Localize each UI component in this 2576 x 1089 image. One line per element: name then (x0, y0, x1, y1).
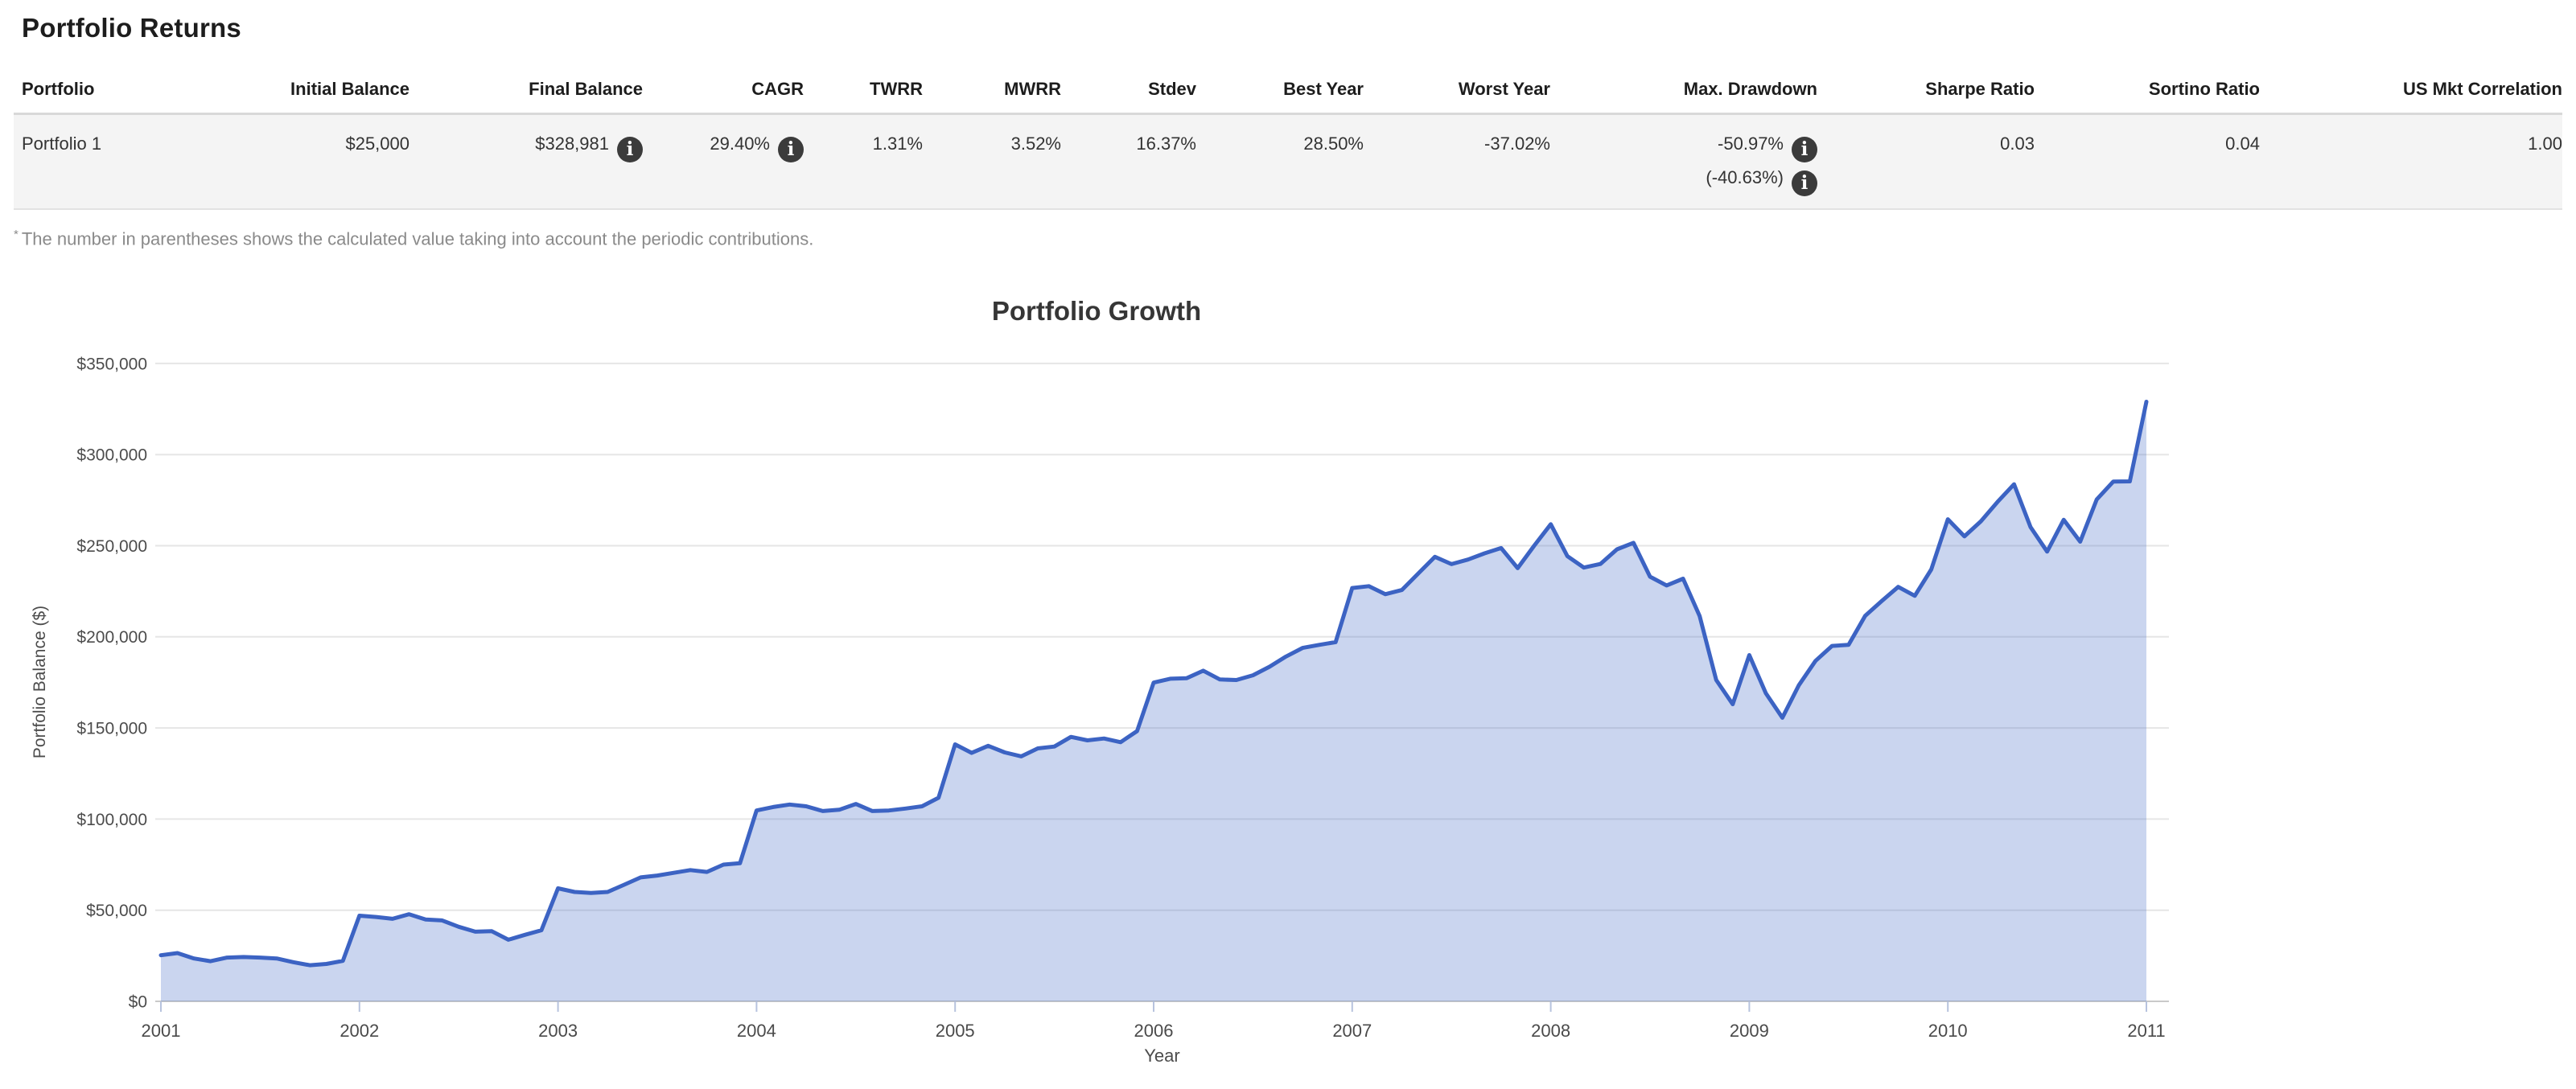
cell-cagr: 29.40% i (643, 113, 804, 210)
x-tick-label: 2004 (737, 1021, 776, 1041)
cell-initial-balance: $25,000 (249, 113, 409, 210)
table-footnote: * The number in parentheses shows the cal… (14, 228, 2576, 249)
y-tick-label: $250,000 (76, 537, 147, 556)
col-header-best-year: Best Year (1196, 68, 1364, 115)
y-tick-label: $150,000 (76, 719, 147, 738)
y-tick-label: $350,000 (76, 355, 147, 373)
col-header-mwrr: MWRR (923, 68, 1061, 115)
col-header-worst-year: Worst Year (1364, 68, 1550, 115)
x-tick-label: 2009 (1730, 1021, 1769, 1041)
x-tick-label: 2005 (936, 1021, 975, 1041)
x-tick-label: 2010 (1928, 1021, 1968, 1041)
y-tick-label: $300,000 (76, 446, 147, 465)
y-tick-label: $0 (129, 992, 147, 1011)
portfolio-returns-table: Portfolio Initial Balance Final Balance CAG… (14, 68, 2562, 210)
cagr-value: 29.40% (710, 134, 770, 154)
col-header-final-balance: Final Balance (409, 68, 643, 115)
x-tick-label: 2001 (142, 1021, 181, 1041)
y-axis-title-text: Portfolio Balance ($) (31, 605, 50, 759)
table-header-row: Portfolio Initial Balance Final Balance CAG… (14, 68, 2562, 115)
col-header-initial-balance: Initial Balance (249, 68, 409, 115)
y-tick-label: $50,000 (86, 902, 147, 920)
page-title: Portfolio Returns (22, 13, 241, 43)
col-header-us-mkt-correlation: US Mkt Correlation (2260, 68, 2562, 115)
table-row-portfolio-1: Portfolio 1 $25,000 $328,981 i 29.40% i 1.… (14, 113, 2562, 210)
info-icon[interactable]: i (1792, 171, 1817, 196)
x-tick-label: 2006 (1134, 1021, 1174, 1041)
col-header-stdev: Stdev (1061, 68, 1196, 115)
x-tick-label: 2008 (1531, 1021, 1570, 1041)
portfolio-growth-chart: $0 $50,000 $100,000 $150,000 $200,000 $250,00… (0, 254, 2576, 1089)
col-header-portfolio: Portfolio (14, 68, 249, 115)
cell-mwrr: 3.52% (923, 113, 1061, 210)
y-tick-label: $200,000 (76, 628, 147, 647)
cell-sharpe-ratio: 0.03 (1817, 113, 2035, 210)
chart-title: Portfolio Growth (991, 296, 1202, 326)
footnote-text: The number in parentheses shows the calc… (21, 228, 814, 249)
footnote-marker: * (14, 228, 19, 241)
cell-stdev: 16.37% (1061, 113, 1196, 210)
growth-chart-canvas: $0 $50,000 $100,000 $150,000 $200,000 $250,00… (76, 355, 2169, 1041)
max-drawdown-contrib-line: (-40.63%) i (1550, 162, 1817, 196)
max-drawdown-line: -50.97% i (1550, 129, 1817, 162)
cell-portfolio-name: Portfolio 1 (14, 113, 249, 210)
cell-twrr: 1.31% (804, 113, 923, 210)
portfolio-growth-line (158, 400, 2149, 968)
x-axis-title: Year (1144, 1046, 1180, 1066)
cell-final-balance: $328,981 i (409, 113, 643, 210)
cell-worst-year: -37.02% (1364, 113, 1550, 210)
info-icon[interactable]: i (617, 137, 643, 162)
cell-sortino-ratio: 0.04 (2035, 113, 2260, 210)
info-icon[interactable]: i (778, 137, 804, 162)
col-header-cagr: CAGR (643, 68, 804, 115)
col-header-sharpe-ratio: Sharpe Ratio (1817, 68, 2035, 115)
final-balance-value: $328,981 (535, 134, 609, 154)
cell-us-mkt-correlation: 1.00 (2260, 113, 2562, 210)
max-drawdown-value: -50.97% (1718, 134, 1784, 154)
cell-best-year: 28.50% (1196, 113, 1364, 210)
portfolio-growth-area (161, 401, 2146, 1001)
y-axis-title: Portfolio Balance ($) (16, 363, 64, 1001)
x-tick-label: 2002 (339, 1021, 379, 1041)
col-header-max-drawdown: Max. Drawdown (1550, 68, 1817, 115)
x-tick-label: 2003 (538, 1021, 578, 1041)
cell-max-drawdown: -50.97% i (-40.63%) i (1550, 113, 1817, 210)
x-tick-label: 2007 (1332, 1021, 1372, 1041)
max-drawdown-contrib-value: (-40.63%) (1706, 167, 1784, 187)
col-header-twrr: TWRR (804, 68, 923, 115)
col-header-sortino-ratio: Sortino Ratio (2035, 68, 2260, 115)
x-tick-label: 2011 (2127, 1021, 2165, 1041)
y-tick-label: $100,000 (76, 811, 147, 829)
info-icon[interactable]: i (1792, 137, 1817, 162)
